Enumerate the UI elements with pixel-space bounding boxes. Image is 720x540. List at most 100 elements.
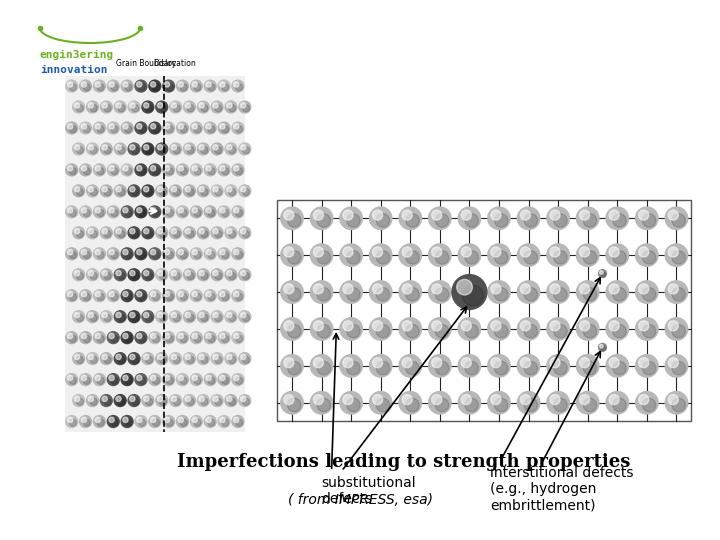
Circle shape: [377, 288, 390, 301]
Circle shape: [222, 335, 229, 342]
Circle shape: [240, 271, 246, 276]
Circle shape: [73, 143, 84, 155]
Circle shape: [153, 377, 160, 384]
Circle shape: [76, 146, 84, 154]
Circle shape: [138, 377, 145, 384]
Circle shape: [197, 143, 210, 155]
Circle shape: [668, 284, 678, 294]
Bar: [65, 76, 245, 432]
Circle shape: [377, 361, 390, 375]
Circle shape: [178, 292, 184, 297]
Circle shape: [458, 355, 481, 377]
Circle shape: [145, 146, 153, 154]
Circle shape: [436, 361, 449, 375]
Circle shape: [213, 271, 218, 276]
Circle shape: [178, 166, 184, 171]
Circle shape: [554, 288, 567, 301]
Circle shape: [204, 332, 216, 343]
Circle shape: [107, 248, 120, 260]
Circle shape: [233, 375, 239, 381]
Circle shape: [80, 332, 91, 343]
Circle shape: [123, 249, 128, 255]
Circle shape: [153, 335, 160, 342]
Circle shape: [73, 185, 84, 197]
Circle shape: [636, 244, 658, 266]
Circle shape: [208, 126, 215, 133]
Circle shape: [218, 206, 230, 218]
Circle shape: [135, 80, 147, 92]
Circle shape: [458, 392, 481, 414]
Circle shape: [233, 333, 239, 339]
Circle shape: [197, 185, 210, 197]
Text: ( from IMPRESS, esa): ( from IMPRESS, esa): [287, 494, 433, 507]
Circle shape: [243, 188, 250, 195]
Circle shape: [310, 392, 333, 414]
Circle shape: [164, 333, 170, 339]
Circle shape: [135, 290, 147, 302]
Circle shape: [94, 122, 105, 134]
Circle shape: [156, 269, 168, 281]
Circle shape: [166, 252, 174, 259]
Circle shape: [145, 105, 153, 112]
Circle shape: [668, 321, 678, 331]
Circle shape: [190, 122, 202, 134]
Circle shape: [313, 357, 323, 368]
Circle shape: [372, 357, 382, 368]
Circle shape: [86, 310, 99, 322]
Circle shape: [174, 146, 180, 154]
Circle shape: [166, 335, 174, 342]
Circle shape: [524, 288, 538, 301]
Circle shape: [215, 356, 222, 363]
Circle shape: [107, 374, 120, 386]
Circle shape: [174, 105, 180, 112]
Circle shape: [138, 419, 145, 426]
Circle shape: [491, 247, 501, 257]
Circle shape: [121, 290, 133, 302]
Circle shape: [220, 82, 225, 87]
Circle shape: [94, 416, 105, 428]
Circle shape: [281, 392, 303, 414]
Circle shape: [462, 357, 472, 368]
Circle shape: [201, 146, 208, 154]
Circle shape: [102, 145, 107, 150]
Circle shape: [185, 145, 190, 150]
Circle shape: [524, 214, 538, 227]
Circle shape: [90, 231, 97, 238]
Circle shape: [171, 228, 176, 234]
Circle shape: [73, 310, 84, 322]
Circle shape: [636, 355, 658, 377]
Circle shape: [213, 312, 218, 318]
Circle shape: [80, 206, 91, 218]
Circle shape: [672, 251, 685, 264]
Circle shape: [142, 395, 154, 407]
Circle shape: [164, 207, 170, 213]
Circle shape: [436, 399, 449, 411]
Circle shape: [487, 355, 510, 377]
Circle shape: [192, 207, 197, 213]
Circle shape: [184, 269, 195, 281]
Circle shape: [225, 101, 237, 113]
Circle shape: [192, 124, 197, 129]
Circle shape: [206, 82, 211, 87]
Circle shape: [69, 252, 76, 259]
Circle shape: [88, 103, 94, 108]
Circle shape: [406, 214, 419, 227]
Circle shape: [665, 392, 688, 414]
Circle shape: [111, 210, 118, 217]
Circle shape: [583, 361, 597, 375]
Circle shape: [431, 395, 442, 404]
Circle shape: [150, 249, 156, 255]
Circle shape: [215, 146, 222, 154]
Circle shape: [100, 395, 112, 407]
Circle shape: [81, 249, 86, 255]
Circle shape: [436, 288, 449, 301]
Circle shape: [521, 247, 531, 257]
Circle shape: [377, 214, 390, 227]
Circle shape: [233, 417, 239, 422]
Circle shape: [84, 335, 90, 342]
Circle shape: [143, 103, 149, 108]
Circle shape: [121, 164, 133, 176]
Circle shape: [114, 101, 126, 113]
Circle shape: [436, 325, 449, 338]
Circle shape: [142, 353, 154, 364]
